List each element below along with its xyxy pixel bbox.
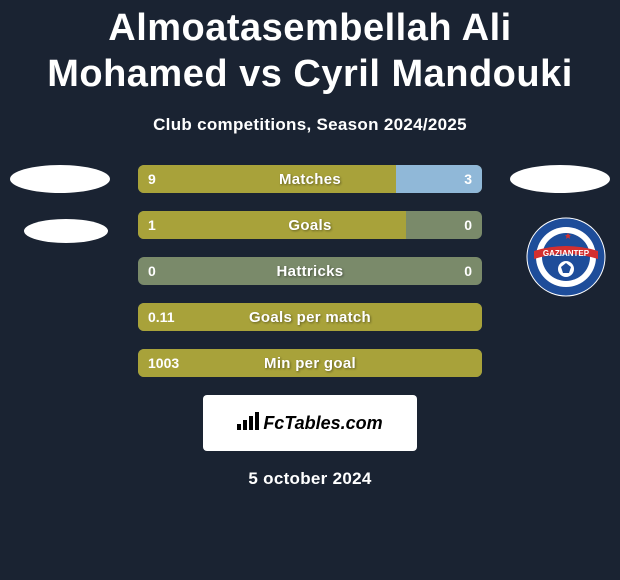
player-left-avatar-placeholder-2 <box>24 219 108 243</box>
stat-label: Matches <box>138 165 482 193</box>
stat-label: Hattricks <box>138 257 482 285</box>
stat-label: Goals <box>138 211 482 239</box>
stats-bars: 93Matches 10Goals 00Hattricks 0.11Goals per… <box>138 165 482 377</box>
stat-row: 00Hattricks <box>138 257 482 285</box>
subtitle: Club competitions, Season 2024/2025 <box>0 115 620 135</box>
fctables-logo: FcTables.com <box>203 395 417 451</box>
stat-label: Goals per match <box>138 303 482 331</box>
bar-chart-icon <box>237 412 259 435</box>
fctables-label: FcTables.com <box>263 413 382 434</box>
player-left-avatar-placeholder-1 <box>10 165 110 193</box>
stat-row: 1003Min per goal <box>138 349 482 377</box>
stat-label: Min per goal <box>138 349 482 377</box>
player-right-avatar-placeholder <box>510 165 610 193</box>
stat-row: 0.11Goals per match <box>138 303 482 331</box>
comparison-content: GAZIANTEP 93Matches 10Goals 00Hattricks 0.1… <box>0 165 620 489</box>
page-title: Almoatasembellah Ali Mohamed vs Cyril Ma… <box>0 0 620 101</box>
stat-row: 10Goals <box>138 211 482 239</box>
date-label: 5 october 2024 <box>0 469 620 489</box>
club-logo-gaziantep: GAZIANTEP <box>526 217 606 297</box>
svg-text:GAZIANTEP: GAZIANTEP <box>543 249 590 258</box>
stat-row: 93Matches <box>138 165 482 193</box>
